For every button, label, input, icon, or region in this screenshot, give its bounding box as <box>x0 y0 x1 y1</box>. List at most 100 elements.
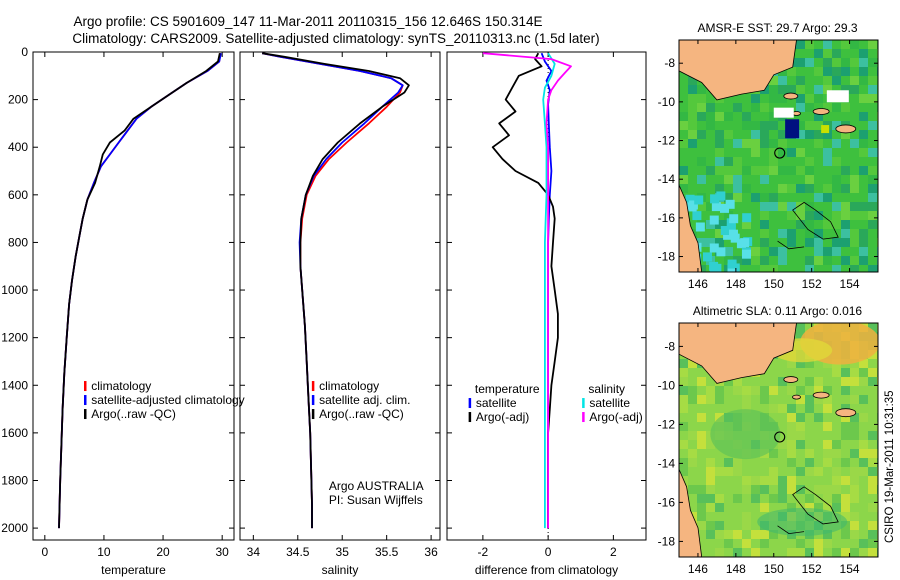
x-tick-label: 2 <box>610 545 617 559</box>
field-cell <box>796 121 805 130</box>
field-cell <box>859 229 868 238</box>
field-cell <box>841 202 850 211</box>
field-cell <box>742 166 751 175</box>
field-cell <box>742 476 751 485</box>
field-cell <box>832 503 841 512</box>
island <box>812 108 830 115</box>
field-cell <box>778 404 787 413</box>
field-cell <box>796 148 805 157</box>
series-line-satellite-adjusted-climatology <box>58 53 222 529</box>
x-tick-label: 154 <box>840 562 860 576</box>
field-cell <box>715 148 724 157</box>
field-cell <box>823 256 832 265</box>
field-cell <box>706 503 715 512</box>
field-cell <box>796 40 805 49</box>
map-title: Altimetric SLA: 0.11 Argo: 0.016 <box>693 304 863 318</box>
field-cell <box>796 539 805 548</box>
field-cell <box>814 548 823 557</box>
y-tick-label: 1600 <box>1 426 28 440</box>
field-cell <box>823 386 832 395</box>
field-cell <box>859 458 868 467</box>
field-cell <box>859 148 868 157</box>
field-cell <box>814 413 823 422</box>
field-cell <box>850 211 859 220</box>
field-cell <box>733 548 742 557</box>
field-cell <box>769 157 778 166</box>
field-cell <box>850 256 859 265</box>
field-cell <box>868 184 877 193</box>
field-cell <box>850 494 859 503</box>
missing-data <box>826 90 849 103</box>
field-cell <box>832 103 841 112</box>
field-cell <box>821 125 830 134</box>
x-tick-label: 150 <box>764 277 784 291</box>
field-cell <box>724 166 733 175</box>
field-cell <box>841 130 850 139</box>
field-cell <box>697 494 706 503</box>
x-axis-label: temperature <box>101 563 166 577</box>
field-cell <box>769 76 778 85</box>
field-cell <box>733 467 742 476</box>
field-cell <box>805 94 814 103</box>
field-cell <box>787 431 796 440</box>
field-cell <box>697 130 706 139</box>
field-cell <box>823 67 832 76</box>
field-cell <box>832 139 841 148</box>
field-cell <box>706 530 715 539</box>
reef-outline <box>777 525 805 535</box>
field-cell <box>688 200 698 210</box>
field-cell <box>733 386 742 395</box>
field-cell <box>742 512 751 521</box>
field-cell <box>805 121 814 130</box>
field-cell <box>823 485 832 494</box>
field-cell <box>760 395 769 404</box>
field-cell <box>859 94 868 103</box>
field-cell <box>742 121 751 130</box>
field-cell <box>805 184 814 193</box>
field-cell <box>814 539 823 548</box>
field-cell <box>778 184 787 193</box>
field-cell <box>841 184 850 193</box>
y-tick-label: -16 <box>658 495 676 509</box>
field-cell <box>706 103 715 112</box>
x-axis-label: difference from climatology <box>475 563 618 577</box>
field-cell <box>715 548 724 557</box>
field-cell <box>785 119 800 139</box>
field-cell <box>751 130 760 139</box>
x-tick-label: 154 <box>840 277 860 291</box>
field-cell <box>832 76 841 85</box>
field-cell <box>720 225 730 235</box>
field-cell <box>823 422 832 431</box>
field-cell <box>841 413 850 422</box>
field-cell <box>868 467 877 476</box>
field-cell <box>787 404 796 413</box>
field-cell <box>778 139 787 148</box>
field-cell <box>733 103 742 112</box>
field-cell <box>787 202 796 211</box>
field-cell <box>796 440 805 449</box>
plot-frame <box>239 51 441 541</box>
field-cell <box>733 377 742 386</box>
field-cell <box>796 413 805 422</box>
field-cell <box>814 67 823 76</box>
y-tick-label: 1400 <box>1 378 28 392</box>
x-tick-label: 152 <box>802 562 822 576</box>
field-cell <box>823 494 832 503</box>
field-cell <box>706 238 715 247</box>
field-cell <box>823 193 832 202</box>
field-cell <box>769 530 778 539</box>
field-cell <box>832 238 841 247</box>
field-cell <box>850 58 859 67</box>
field-cell <box>805 395 814 404</box>
field-cell <box>787 148 796 157</box>
map-sst_map: AMSR-E SST: 29.7 Argo: 29.3 146 148 150 152 1… <box>658 21 879 291</box>
x-tick-label: 146 <box>688 277 708 291</box>
field-cell <box>778 148 787 157</box>
field-cell <box>823 103 832 112</box>
island <box>835 124 857 134</box>
field-cell <box>706 112 715 121</box>
field-cell <box>787 458 796 467</box>
x-tick-label: 150 <box>764 562 784 576</box>
field-cell <box>688 386 697 395</box>
field-cell <box>787 485 796 494</box>
